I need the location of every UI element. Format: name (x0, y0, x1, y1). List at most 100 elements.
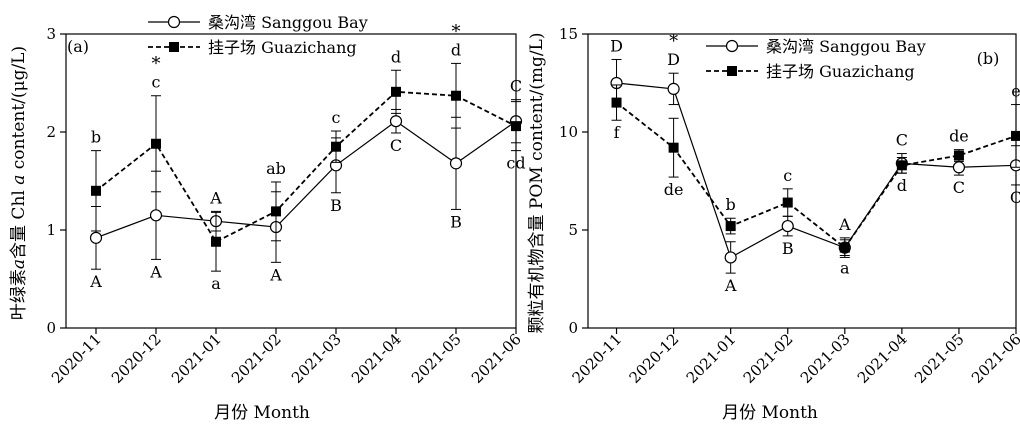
data-point (1009, 159, 1020, 172)
legend-marker (169, 42, 179, 52)
data-point (781, 219, 794, 233)
x-tick-label: 2021-04 (854, 330, 911, 387)
significance-letter: A (269, 265, 282, 284)
significance-letter: B (450, 212, 462, 231)
significance-letter: e (1011, 82, 1020, 101)
significance-letter: a (840, 258, 850, 277)
significance-letter: B (782, 239, 794, 258)
series-line (95, 120, 517, 239)
significance-letter: C (896, 131, 908, 150)
significance-letter: c (332, 108, 341, 127)
series-line (616, 82, 1017, 259)
significance-letter: d (897, 176, 907, 195)
data-point (151, 138, 161, 149)
x-axis-title: 月份 Month (214, 403, 310, 423)
x-tick-label: 2021-03 (797, 330, 854, 387)
y-axis-title-part: a (9, 175, 29, 185)
y-axis-title: 叶绿素a含量 Chl a content/(μg/L) (9, 46, 29, 320)
y-axis-title-part: 叶绿素 (9, 269, 29, 320)
data-point (391, 86, 401, 97)
data-point (839, 242, 850, 253)
data-point (389, 115, 403, 128)
y-tick-label: 1 (46, 221, 56, 239)
significance-letter: d (451, 40, 461, 59)
data-point (725, 221, 736, 232)
data-point (611, 97, 622, 108)
legend-label: 挂子场 Guazichang (766, 62, 915, 81)
series-line (615, 101, 1017, 249)
data-point (89, 231, 103, 244)
plot-frame (65, 33, 517, 329)
significance-letter: A (209, 188, 222, 207)
significance-letter: A (89, 272, 102, 291)
significance-letter: C (1010, 188, 1020, 207)
significance-star: * (452, 21, 461, 42)
data-point (1011, 130, 1020, 141)
legend-label: 桑沟湾 Sanggou Bay (208, 13, 368, 32)
x-tick-label: 2020-11 (569, 330, 626, 387)
y-axis-title-part: content/(μg/L) (9, 46, 29, 175)
y-tick-label: 0 (568, 319, 578, 337)
data-point (149, 209, 163, 222)
significance-letter: D (667, 50, 680, 69)
data-point (724, 251, 737, 264)
data-point (331, 141, 341, 152)
significance-star: * (152, 54, 161, 75)
x-tick-label: 2021-03 (288, 330, 345, 387)
significance-letter: A (838, 215, 851, 234)
y-tick-label: 3 (46, 25, 56, 43)
significance-letter: d (391, 47, 401, 66)
significance-letter: de (664, 180, 684, 199)
y-tick-label: 5 (568, 221, 578, 239)
data-point (782, 197, 793, 208)
legend-marker (727, 66, 737, 76)
x-axis-title: 月份 Month (722, 403, 818, 423)
x-tick-label: 2021-01 (683, 330, 740, 387)
significance-letter: ab (266, 159, 286, 178)
data-point (511, 121, 521, 132)
x-tick-label: 2021-05 (408, 330, 465, 387)
x-tick-label: 2020-11 (48, 330, 105, 387)
significance-letter: b (726, 195, 736, 214)
y-tick-label: 15 (559, 25, 578, 43)
x-tick-label: 2021-02 (228, 330, 285, 387)
significance-letter: f (614, 123, 621, 142)
significance-letter: cd (506, 154, 525, 173)
x-tick-label: 2021-05 (911, 330, 968, 387)
data-point (953, 150, 964, 161)
data-point (91, 185, 101, 196)
legend-marker (167, 15, 181, 29)
significance-letter: c (152, 73, 161, 92)
significance-letter: de (949, 127, 969, 146)
legend-label: 挂子场 Guazichang (208, 38, 357, 57)
data-point (896, 160, 907, 171)
significance-letter: c (783, 166, 792, 185)
x-tick-label: 2021-02 (740, 330, 797, 387)
x-tick-label: 2021-04 (348, 330, 405, 387)
significance-letter: a (211, 274, 221, 293)
significance-letter: C (390, 136, 402, 155)
panel-label: (b) (977, 49, 1000, 68)
x-tick-label: 2021-06 (968, 330, 1020, 387)
data-point (668, 142, 679, 153)
x-tick-label: 2021-06 (468, 330, 525, 387)
significance-letter: B (330, 196, 342, 215)
significance-letter: C (953, 178, 965, 197)
panel-label: (a) (67, 37, 89, 56)
y-tick-label: 10 (559, 123, 578, 141)
legend-label: 桑沟湾 Sanggou Bay (766, 37, 926, 56)
x-tick-label: 2020-12 (626, 330, 683, 387)
significance-letter: C (510, 77, 522, 96)
data-point (271, 206, 281, 217)
data-point (667, 82, 680, 95)
data-point (952, 161, 966, 174)
y-axis-title: 颗粒有机物含量 POM content/(mg/L) (527, 33, 547, 334)
y-tick-label: 0 (46, 319, 56, 337)
data-point (451, 90, 461, 101)
data-point (449, 157, 463, 170)
y-axis-title-part: 含量 Chl (9, 185, 29, 259)
significance-letter: A (724, 276, 737, 295)
